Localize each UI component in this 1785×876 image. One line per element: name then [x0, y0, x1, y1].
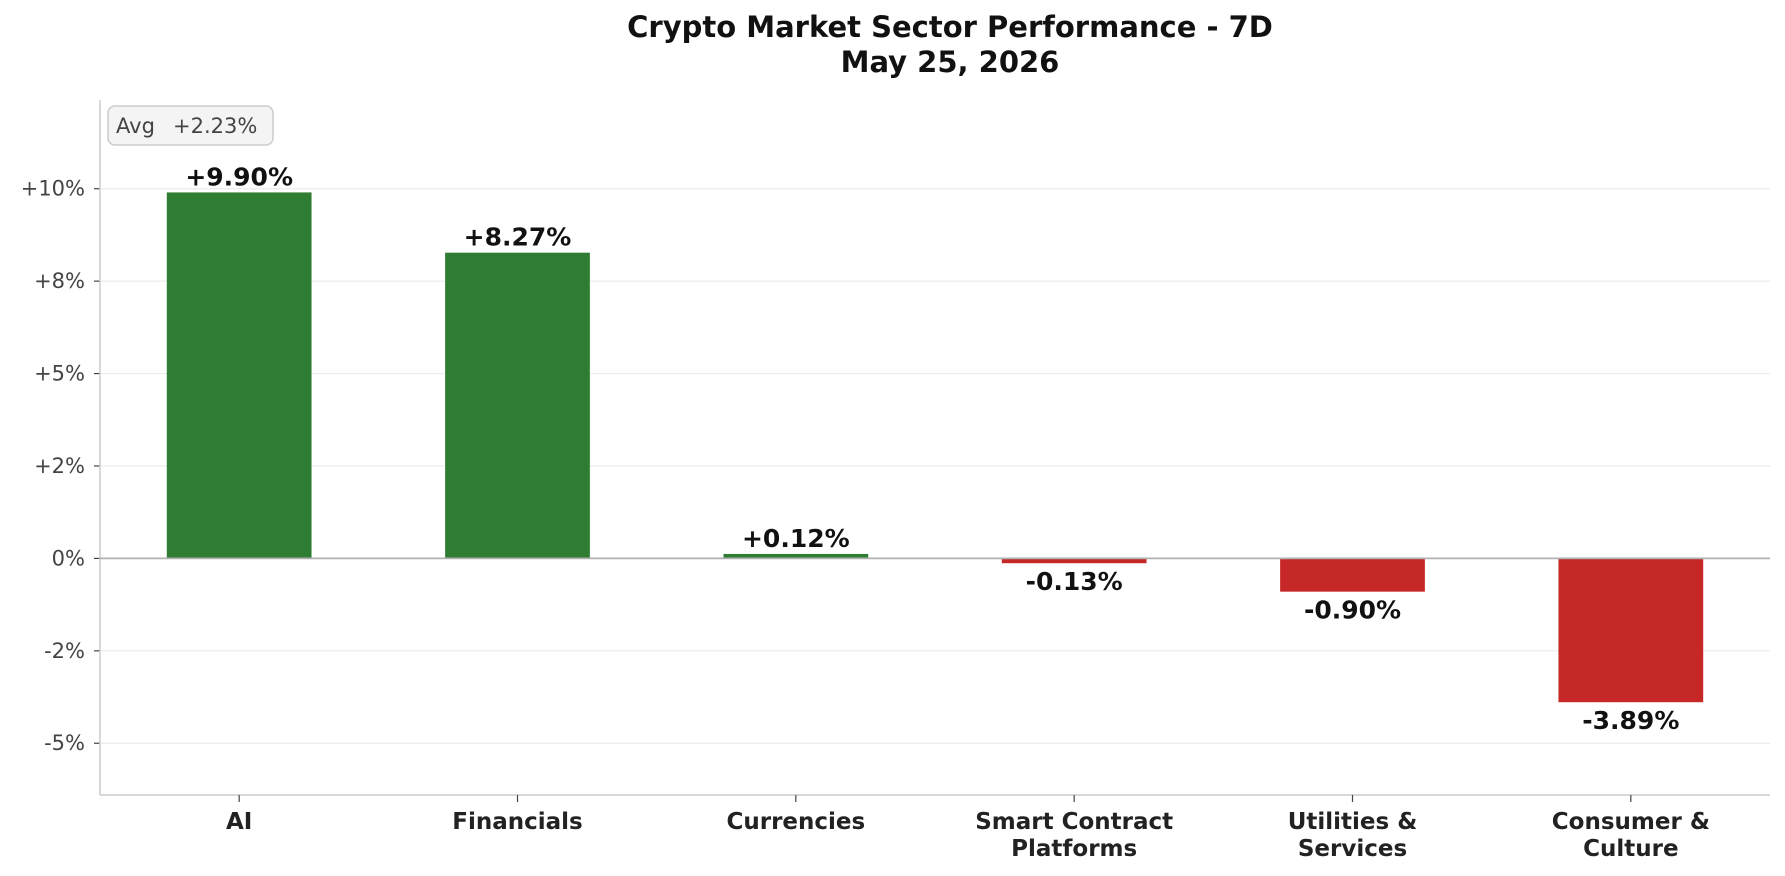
y-tick-label: +8% — [34, 269, 85, 293]
x-tick-label: Utilities & Services — [1288, 809, 1418, 862]
x-tick-label: Consumer & Culture — [1552, 809, 1710, 862]
chart-subtitle: May 25, 2026 — [841, 45, 1060, 79]
average-box-frame — [107, 105, 274, 146]
bar — [445, 252, 590, 559]
y-tick-label: +2% — [34, 454, 85, 478]
x-tick-label: AI — [226, 809, 252, 835]
bar — [166, 192, 312, 559]
data-label: -0.90% — [1304, 596, 1401, 625]
y-tick-label: 0% — [52, 546, 85, 570]
y-tick-label: +5% — [34, 362, 85, 386]
bar — [1001, 558, 1147, 564]
data-label: -0.13% — [1026, 567, 1123, 596]
bar — [723, 553, 869, 559]
data-label: +9.90% — [185, 162, 293, 191]
bar — [1280, 558, 1425, 592]
data-label: +8.27% — [464, 223, 572, 252]
x-tick-label: Currencies — [726, 809, 865, 835]
y-tick-label: -2% — [44, 639, 85, 663]
bar — [1558, 558, 1704, 703]
x-tick-label: Financials — [452, 809, 582, 835]
chart-title: Crypto Market Sector Performance - 7D — [627, 10, 1273, 44]
y-tick-label: -5% — [44, 731, 85, 755]
y-tick-label: +10% — [21, 177, 85, 201]
data-label: -3.89% — [1582, 706, 1679, 735]
average-label: Avg — [116, 114, 155, 138]
x-tick-label: Smart Contract Platforms — [975, 809, 1173, 862]
average-value: +2.23% — [173, 114, 257, 138]
data-label: +0.12% — [742, 524, 850, 553]
average-box: Avg +2.23% — [107, 105, 274, 146]
